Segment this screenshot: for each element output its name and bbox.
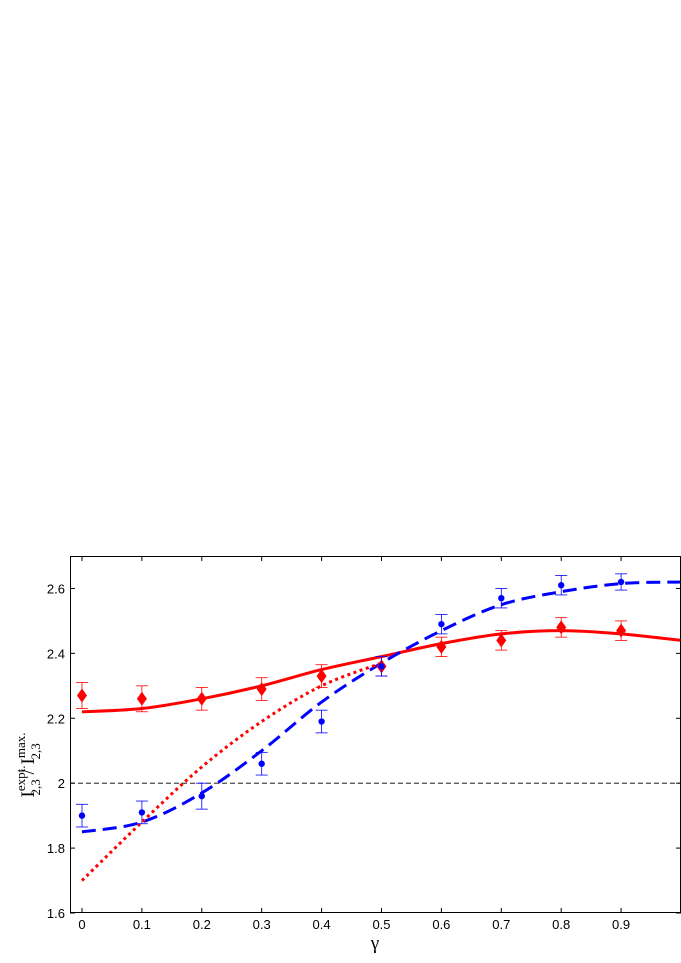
- curve-dotted-2: [80, 661, 383, 882]
- data-point-dot: [378, 663, 385, 670]
- data-point-dot: [318, 718, 325, 725]
- curves: [80, 580, 681, 882]
- data-point-diamond: [256, 682, 267, 697]
- y-axis-label-text: Iexpt.2,3 / Imax.2,3: [13, 733, 43, 798]
- x-tick-label: 0.9: [612, 917, 630, 932]
- y-label-sup-1: expt.: [13, 766, 28, 792]
- y-label-separator: /: [18, 764, 39, 779]
- data-point-diamond: [196, 691, 207, 706]
- y-tick-label: 1.8: [47, 841, 65, 856]
- y-tick-label: 2.6: [47, 581, 65, 596]
- axes-frame: [70, 556, 681, 913]
- x-tick-label: 0.7: [492, 917, 510, 932]
- y-tick-label: 1.6: [47, 906, 65, 921]
- y-tick-label: 2.4: [47, 646, 65, 661]
- data-point-diamond: [616, 623, 627, 638]
- x-tick-label: 0.6: [432, 917, 450, 932]
- data-point-dot: [138, 809, 146, 816]
- x-tick-label: 0.3: [253, 917, 271, 932]
- y-label-sup-2: max.: [13, 733, 28, 759]
- data-point-dot: [557, 582, 565, 589]
- x-tick-label: 0.1: [133, 917, 151, 932]
- data-point-dot: [438, 620, 445, 628]
- x-tick-label: 0: [78, 917, 85, 932]
- axes: 0 0.1 0.2 0.3 0.4 0.5 0.6 0.7 0.8 0.9 1.6 1.8 2 2.2 2.…: [47, 556, 681, 932]
- x-tick-label: 0.8: [552, 917, 570, 932]
- plot-area: [70, 573, 681, 882]
- data-point-diamond: [136, 691, 147, 706]
- data-point-dot: [78, 812, 86, 819]
- y-label-base-1: I: [18, 791, 39, 797]
- y-label-sub-2: 2,3: [28, 743, 43, 759]
- y-tick-label: 2.2: [47, 711, 65, 726]
- data-point-diamond: [76, 688, 87, 703]
- data-point-diamond: [556, 620, 567, 635]
- data-point-dot: [617, 578, 625, 586]
- data-point-dot: [258, 760, 265, 767]
- y-label-sub-1: 2,3: [28, 779, 43, 795]
- x-tick-label: 0.5: [372, 917, 390, 932]
- data-point-diamond: [496, 633, 507, 648]
- x-tick-label: 0.4: [313, 917, 331, 932]
- data-point-diamond: [316, 669, 327, 684]
- y-axis-label: Iexpt.2,3 / Imax.2,3: [13, 733, 43, 798]
- x-tick-label: 0.2: [193, 917, 211, 932]
- y-tick-label: 2: [58, 776, 65, 791]
- series-dot-points: [75, 573, 628, 828]
- data-point-diamond: [436, 639, 447, 654]
- data-point-dot: [498, 594, 505, 602]
- data-point-dot: [198, 792, 205, 800]
- y-label-base-2: I: [18, 758, 39, 764]
- x-axis-label: γ: [370, 933, 379, 954]
